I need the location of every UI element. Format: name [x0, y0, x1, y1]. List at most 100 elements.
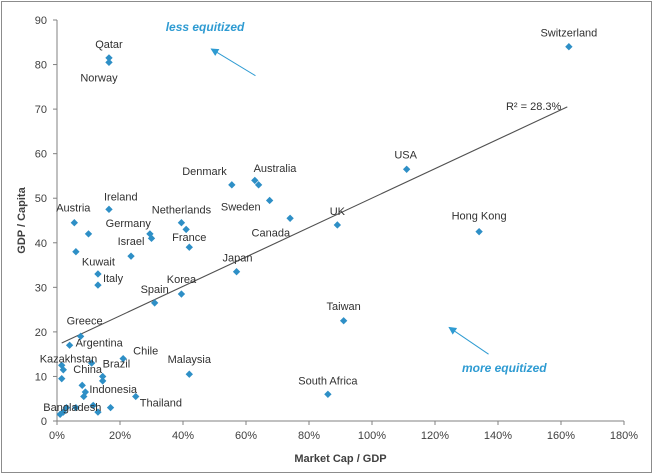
x-tick-label: 160%: [547, 430, 575, 442]
data-point: [127, 252, 135, 260]
point-label: Israel: [118, 236, 145, 248]
point-label: Ireland: [104, 191, 138, 203]
data-point: [228, 181, 236, 189]
data-point: [105, 205, 113, 214]
point-label: Thailand: [140, 397, 182, 409]
point-label: Kuwait: [82, 257, 115, 269]
point-label: South Africa: [298, 375, 358, 387]
annotations: less equitized more equitized: [166, 20, 548, 375]
data-point: [72, 403, 80, 412]
data-point: [94, 408, 102, 416]
point-label: Hong Kong: [452, 211, 507, 223]
point-label: Austria: [56, 203, 91, 215]
data-point: [72, 248, 80, 256]
y-tick-label: 80: [35, 60, 47, 72]
data-point: [56, 410, 64, 418]
annotation-text: more equitized: [462, 361, 547, 375]
x-tick-label: 100%: [358, 430, 386, 442]
data-point: [119, 354, 127, 363]
point-label: Spain: [141, 284, 169, 296]
data-point: [84, 230, 93, 238]
point-label: Argentina: [76, 337, 124, 349]
x-tick-label: 20%: [109, 430, 131, 442]
point-label: Malaysia: [168, 354, 212, 366]
x-tick-label: 60%: [235, 430, 257, 442]
point-label: Germany: [106, 218, 152, 230]
point-label: Denmark: [182, 166, 227, 178]
data-point: [87, 359, 96, 367]
r-squared-label: R² = 28.3%: [506, 101, 562, 113]
data-point: [251, 176, 259, 185]
point-label: Switzerland: [540, 28, 597, 40]
data-point: [58, 374, 66, 383]
data-point: [76, 332, 85, 341]
data-point: [286, 214, 294, 222]
y-tick-label: 30: [35, 282, 47, 294]
point-label: USA: [394, 149, 417, 161]
data-point: [185, 243, 193, 251]
data-point: [339, 317, 348, 325]
point-label: Norway: [80, 72, 118, 84]
point-label: France: [172, 232, 206, 244]
x-tick-label: 0%: [49, 430, 65, 442]
point-label: Netherlands: [152, 205, 212, 217]
point-label: Brazil: [103, 358, 131, 370]
data-point: [94, 281, 102, 289]
data-point: [59, 366, 67, 374]
data-point: [70, 219, 79, 227]
y-tick-label: 40: [35, 238, 47, 250]
point-label: Japan: [223, 253, 253, 265]
data-point: [402, 165, 411, 173]
point-label: Korea: [167, 274, 197, 286]
y-tick-label: 10: [35, 371, 47, 383]
x-tick-label: 140%: [484, 430, 512, 442]
data-point: [565, 43, 573, 51]
y-tick-label: 60: [35, 149, 47, 161]
point-label: Taiwan: [327, 301, 361, 313]
data-point: [185, 370, 193, 378]
y-tick-label: 0: [41, 416, 47, 428]
data-point: [475, 227, 483, 236]
data-point: [106, 403, 115, 412]
point-label: Australia: [254, 163, 298, 175]
data-point: [105, 58, 113, 67]
data-point: [265, 196, 274, 205]
y-tick-label: 90: [35, 15, 47, 27]
data-point: [132, 392, 140, 401]
x-tick-label: 80%: [298, 430, 320, 442]
point-label: Indonesia: [89, 384, 138, 396]
point-label: Chile: [133, 346, 158, 358]
point-label: Sweden: [221, 201, 261, 213]
annotation-text: less equitized: [166, 20, 245, 34]
data-point: [94, 270, 102, 278]
data-point: [177, 219, 186, 227]
data-point: [78, 381, 86, 390]
annotation-arrow: [210, 48, 256, 77]
point-label: China: [73, 364, 103, 376]
point-label: Bangladesh: [43, 402, 101, 414]
point-label: Kazakhstan: [40, 353, 97, 365]
point-label: Canada: [252, 227, 291, 239]
x-tick-label: 120%: [421, 430, 449, 442]
axes: 0% 20% 40% 60% 80% 100% 120% 140% 160% 180% 0 10 20 3…: [16, 15, 638, 465]
trendline: R² = 28.3%: [61, 101, 568, 344]
point-label: Greece: [67, 315, 103, 327]
data-point: [333, 221, 342, 229]
x-tick-label: 180%: [610, 430, 638, 442]
data-point: [232, 268, 241, 276]
point-label: Qatar: [95, 39, 123, 51]
trend-line: [61, 106, 568, 344]
x-tick-label: 40%: [172, 430, 194, 442]
y-tick-label: 70: [35, 104, 47, 116]
data-point: [254, 181, 263, 189]
data-point: [89, 401, 97, 410]
annotation-arrow: [448, 326, 489, 355]
point-label: UK: [330, 206, 346, 218]
x-axis-title: Market Cap / GDP: [294, 453, 386, 465]
y-axis-title: GDP / Capita: [16, 186, 28, 253]
y-tick-label: 50: [35, 193, 47, 205]
point-labels: Qatar Norway Switzerland USA Denmark Australi…: [40, 28, 598, 414]
data-point: [80, 392, 88, 401]
